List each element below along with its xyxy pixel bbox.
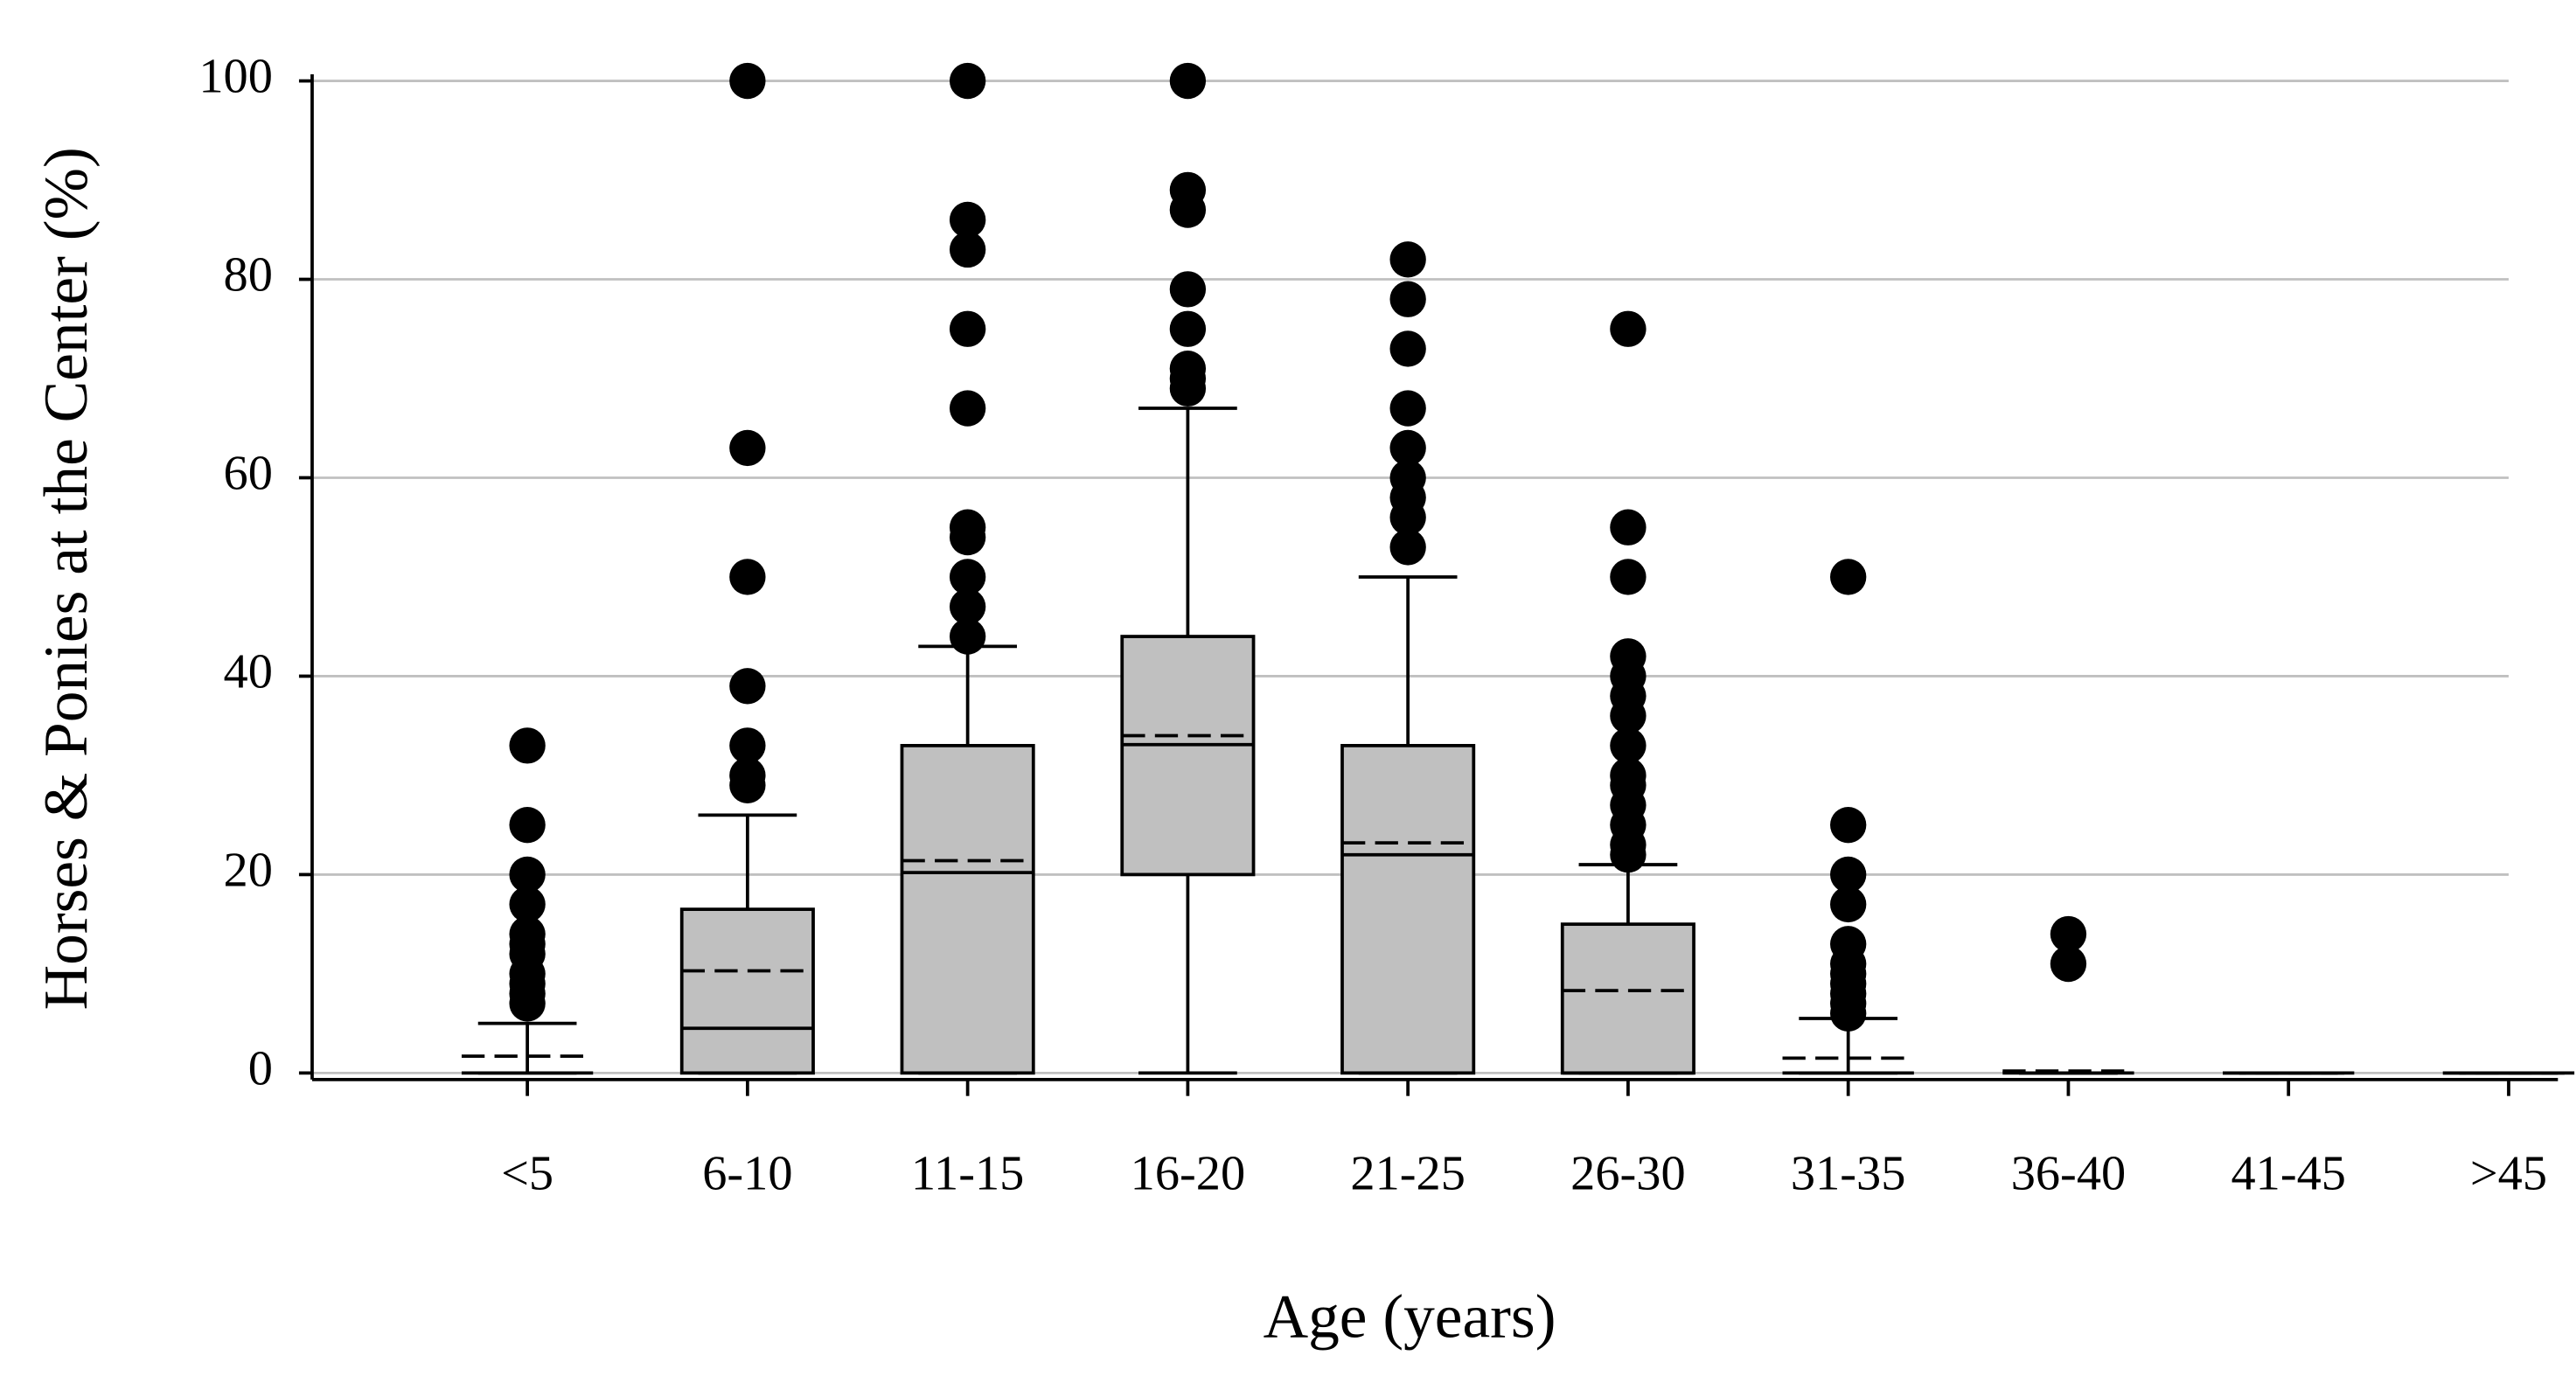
- outlier: [949, 588, 986, 625]
- outlier: [949, 201, 986, 239]
- outlier: [2050, 945, 2087, 983]
- outlier: [1389, 529, 1426, 566]
- outlier: [949, 310, 986, 347]
- outlier: [509, 886, 546, 923]
- outlier: [729, 767, 766, 803]
- outlier: [729, 668, 766, 705]
- outlier: [509, 727, 546, 764]
- x-tick-label: 36-40: [2011, 1147, 2127, 1201]
- outlier: [1389, 390, 1426, 427]
- x-tick-label: 26-30: [1570, 1147, 1686, 1201]
- box: [1120, 635, 1256, 877]
- x-tick-label: <5: [501, 1147, 553, 1201]
- outlier: [1389, 499, 1426, 536]
- outlier: [1830, 807, 1867, 844]
- outlier: [949, 518, 986, 556]
- outlier: [509, 856, 546, 893]
- y-tick-label: 100: [198, 49, 273, 103]
- outlier: [1169, 191, 1207, 228]
- outlier: [1169, 271, 1207, 308]
- outlier: [1830, 856, 1867, 893]
- outlier: [1610, 727, 1647, 764]
- outlier: [509, 807, 546, 844]
- outlier: [1830, 886, 1867, 923]
- x-tick-label: 21-25: [1350, 1147, 1466, 1201]
- outlier: [1610, 698, 1647, 734]
- y-tick-label: 80: [224, 247, 273, 302]
- x-tick-label: 16-20: [1131, 1147, 1246, 1201]
- outlier: [1389, 429, 1426, 467]
- y-tick-label: 0: [248, 1041, 273, 1095]
- y-tick-label: 20: [224, 843, 273, 897]
- y-axis-title: Horses & Ponies at the Center (%): [31, 147, 101, 1010]
- outlier: [949, 559, 986, 595]
- x-tick-label: 11-15: [911, 1147, 1024, 1201]
- outlier: [949, 62, 986, 100]
- outlier: [1610, 559, 1647, 595]
- outlier: [949, 231, 986, 268]
- x-tick-label: 6-10: [702, 1147, 792, 1201]
- x-tick-label: 41-45: [2231, 1147, 2346, 1201]
- outlier: [1169, 310, 1207, 347]
- box: [1560, 922, 1695, 1075]
- outlier: [1830, 559, 1867, 595]
- x-tick-label: >45: [2470, 1147, 2547, 1201]
- outlier: [729, 559, 766, 595]
- outlier: [949, 618, 986, 655]
- box: [1340, 744, 1476, 1075]
- outlier: [729, 727, 766, 764]
- outlier: [509, 985, 546, 1022]
- x-axis-title: Age (years): [1264, 1282, 1556, 1351]
- outlier: [1389, 241, 1426, 278]
- y-tick-label: 40: [224, 644, 273, 698]
- outlier: [949, 390, 986, 427]
- outlier: [1169, 370, 1207, 407]
- box: [679, 907, 815, 1075]
- outlier: [1389, 281, 1426, 317]
- outlier: [1830, 995, 1867, 1032]
- outlier: [1389, 330, 1426, 367]
- outlier: [729, 429, 766, 467]
- outlier: [2050, 915, 2087, 953]
- x-tick-label: 31-35: [1791, 1147, 1906, 1201]
- outlier: [1610, 509, 1647, 546]
- outlier: [1169, 62, 1207, 100]
- outlier: [1610, 310, 1647, 347]
- box: [900, 744, 1035, 1075]
- outlier: [729, 62, 766, 100]
- outlier: [1610, 837, 1647, 873]
- y-tick-label: 60: [224, 446, 273, 500]
